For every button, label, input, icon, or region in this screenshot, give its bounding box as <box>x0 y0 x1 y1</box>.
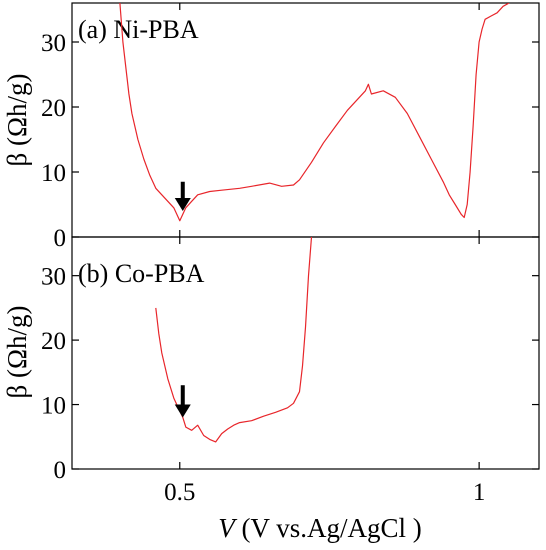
panel-b-series-line <box>155 237 313 443</box>
panel-a-label: (a) Ni-PBA <box>78 15 199 44</box>
panel-b-label: (b) Co-PBA <box>78 259 205 288</box>
x-axis-title: V (V vs.Ag/AgCl ) <box>218 513 422 543</box>
panel-b-xticks: 0.5 1 <box>164 237 485 506</box>
panel-a-xticks <box>179 3 480 237</box>
panel-b-ytick-label: 30 <box>41 264 66 291</box>
panel-a: 0 10 20 30 (a) Ni-PBA β (Ωh/g) <box>2 2 540 252</box>
panel-b-ylabel: β (Ωh/g) <box>2 305 32 398</box>
panel-b-ytick-label: 10 <box>41 393 66 420</box>
arrow-head <box>174 198 191 211</box>
panel-a-arrow <box>174 181 191 211</box>
panel-b-xtick-label: 0.5 <box>164 479 195 506</box>
panel-a-ytick-label: 10 <box>41 160 66 187</box>
panel-a-yticks: 0 10 20 30 <box>41 30 539 252</box>
panel-a-ylabel: β (Ωh/g) <box>2 73 32 166</box>
panel-a-ytick-label: 20 <box>41 95 66 122</box>
panel-b-ytick-label: 20 <box>41 328 66 355</box>
panel-b-xtick-label: 1 <box>473 479 486 506</box>
panel-b-yticks: 0 10 20 30 <box>41 264 539 484</box>
panel-b-arrow <box>174 385 191 418</box>
panel-b-ytick-label: 0 <box>54 457 67 484</box>
panel-a-ytick-label: 0 <box>54 225 67 252</box>
panel-a-series-line <box>119 3 510 222</box>
panel-a-ytick-label: 30 <box>41 30 66 57</box>
arrow-head <box>174 404 191 418</box>
panel-b-frame <box>71 236 540 470</box>
